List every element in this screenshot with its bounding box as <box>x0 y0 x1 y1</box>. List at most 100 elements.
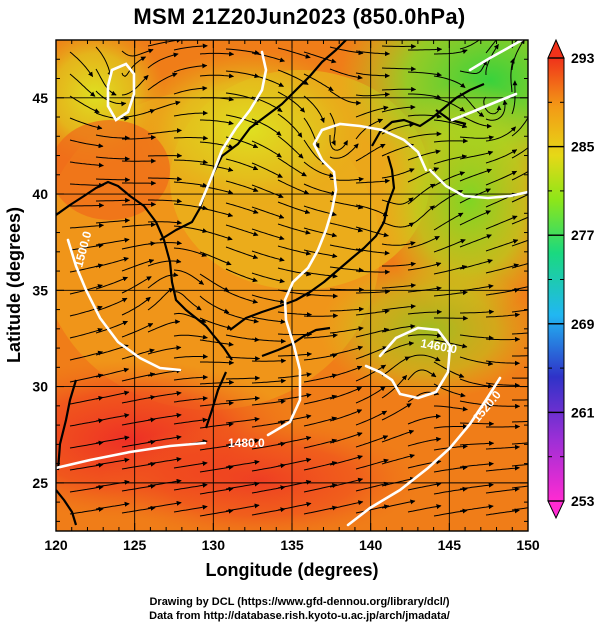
streamline <box>355 72 390 79</box>
streamline <box>277 501 312 511</box>
streamline <box>485 403 521 409</box>
streamline <box>485 360 520 366</box>
streamline <box>225 180 259 192</box>
streamline <box>459 114 492 129</box>
streamline <box>277 414 312 423</box>
streamline <box>225 438 260 446</box>
streamline <box>433 486 468 495</box>
streamline <box>69 263 104 273</box>
streamline <box>355 481 390 492</box>
streamline <box>199 508 234 517</box>
streamline <box>251 206 285 219</box>
streamline <box>355 504 390 514</box>
streamline <box>433 465 468 473</box>
streamline <box>355 105 389 118</box>
streamline <box>433 264 468 275</box>
streamline <box>173 63 208 73</box>
streamline <box>355 204 389 217</box>
streamline <box>173 269 205 285</box>
streamline <box>277 435 312 445</box>
streamline <box>329 409 363 422</box>
x-tick-label: 140 <box>359 537 383 553</box>
streamline <box>433 119 468 129</box>
contour-line <box>450 92 518 122</box>
streamline <box>121 323 154 338</box>
x-axis-ticks: 120 125 130 135 140 145 150 <box>44 537 540 553</box>
streamline <box>486 424 521 430</box>
streamline <box>407 309 442 315</box>
streamline <box>173 203 208 211</box>
streamline <box>147 258 182 267</box>
streamline <box>512 399 528 401</box>
streamline <box>485 263 519 274</box>
streamline <box>173 159 208 165</box>
colorbar-label: 293 <box>571 50 595 66</box>
streamline <box>121 222 156 228</box>
streamline <box>382 261 416 267</box>
streamline <box>199 317 233 330</box>
x-tick-label: 145 <box>438 537 462 553</box>
streamline <box>511 377 528 379</box>
streamline <box>251 399 286 406</box>
streamline <box>511 286 528 291</box>
streamline <box>95 90 127 107</box>
x-axis-label: Longitude (degrees) <box>205 560 378 580</box>
colorbar-label: 269 <box>571 316 595 332</box>
streamline <box>199 339 234 347</box>
streamline <box>485 486 520 494</box>
streamline <box>485 149 518 164</box>
y-tick-label: 45 <box>32 90 48 106</box>
streamline <box>200 360 235 366</box>
streamline <box>303 353 338 361</box>
streamline <box>512 355 528 357</box>
streamline <box>459 504 494 512</box>
streamline <box>69 506 104 515</box>
streamline <box>173 482 208 491</box>
y-tick-label: 40 <box>32 186 48 202</box>
streamline <box>95 134 130 141</box>
streamline <box>173 291 202 311</box>
streamline <box>381 283 416 289</box>
streamline <box>408 46 443 52</box>
streamline <box>381 241 416 246</box>
streamline <box>355 50 390 57</box>
streamline <box>511 332 528 335</box>
streamline <box>225 459 260 468</box>
streamline <box>355 458 389 470</box>
streamline <box>95 237 130 246</box>
streamline <box>485 382 520 388</box>
streamline <box>329 143 359 159</box>
streamline <box>511 263 528 269</box>
streamline <box>251 162 283 178</box>
streamline <box>121 372 156 382</box>
streamline <box>147 128 182 135</box>
streamline <box>173 374 208 381</box>
streamline <box>173 504 208 513</box>
streamline <box>433 138 469 144</box>
streamline <box>95 297 128 312</box>
colorbar-label: 253 <box>571 493 595 509</box>
streamline <box>511 170 528 181</box>
y-tick-label: 25 <box>32 475 48 491</box>
streamline <box>433 212 464 231</box>
streamline <box>459 421 495 427</box>
contour-line <box>468 40 524 72</box>
streamline <box>277 267 312 277</box>
streamline <box>225 375 261 381</box>
streamline <box>303 51 337 64</box>
streamline <box>148 176 183 182</box>
streamline <box>69 223 104 229</box>
streamline <box>485 40 497 54</box>
streamline <box>329 266 364 273</box>
streamline <box>485 465 520 472</box>
streamline <box>121 483 156 492</box>
streamline <box>147 390 182 399</box>
streamline <box>459 92 485 118</box>
streamline <box>95 112 130 121</box>
streamline <box>407 504 442 513</box>
streamline <box>485 336 521 342</box>
streamline <box>69 95 100 114</box>
contour-label-1460: 1460.0 <box>419 336 458 356</box>
streamline <box>483 96 502 115</box>
streamline <box>121 56 147 78</box>
